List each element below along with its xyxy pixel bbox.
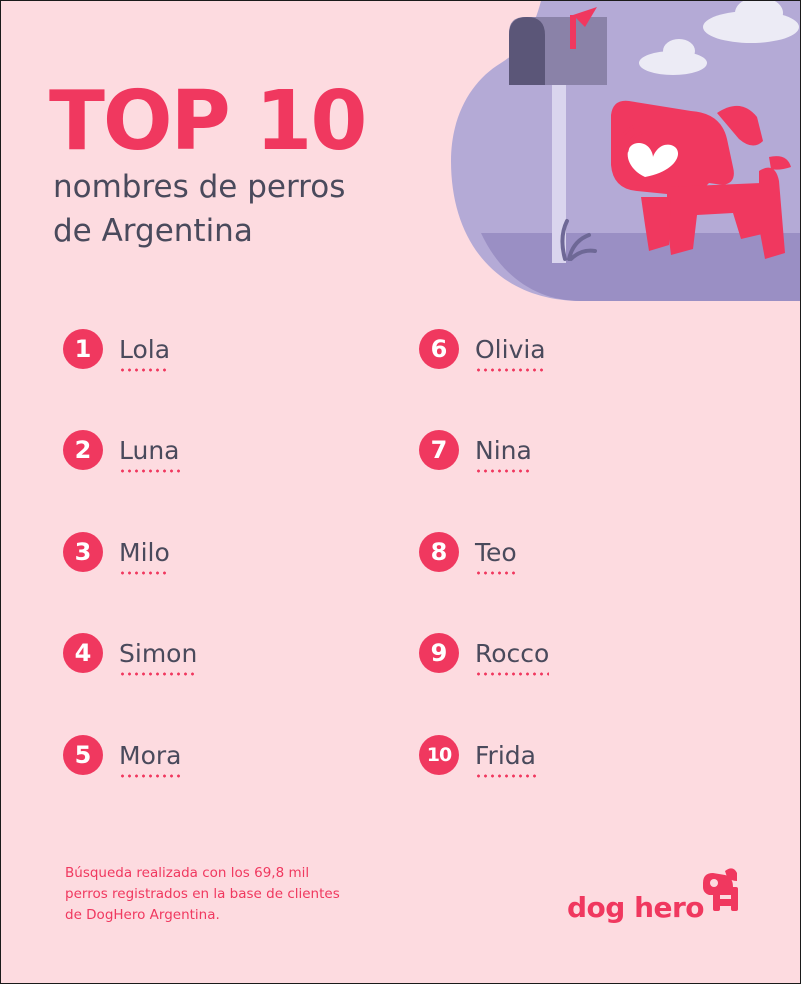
dog-name: Mora: [119, 740, 182, 778]
rank-badge: 5: [63, 735, 103, 775]
page-title: TOP 10: [49, 74, 367, 169]
list-item: 7 Nina: [419, 424, 532, 476]
dog-name: Milo: [119, 537, 170, 575]
cloud-icon: [639, 39, 707, 75]
heart-icon: [627, 143, 679, 177]
list-item: 2 Luna: [63, 424, 180, 476]
rank-badge: 4: [63, 633, 103, 673]
rank-badge: 8: [419, 532, 459, 572]
list-item: 4 Simon: [63, 627, 198, 679]
list-item: 8 Teo: [419, 526, 517, 578]
mailbox-dog-illustration: [451, 1, 800, 301]
list-item: 1 Lola: [63, 323, 171, 375]
mailbox-icon: [509, 7, 607, 263]
rank-badge: 10: [419, 735, 459, 775]
sound-waves-icon: [615, 123, 643, 153]
subtitle-line-2: de Argentina: [53, 213, 253, 249]
dog-name: Frida: [475, 740, 536, 778]
rank-badge: 3: [63, 532, 103, 572]
source-footnote: Búsqueda realizada con los 69,8 mil perr…: [65, 863, 405, 926]
rank-badge: 6: [419, 329, 459, 369]
dog-name: Olivia: [475, 334, 546, 372]
dog-name: Teo: [475, 537, 517, 575]
rank-badge: 7: [419, 430, 459, 470]
logo-text: dog hero: [567, 891, 705, 924]
rank-badge: 2: [63, 430, 103, 470]
dog-name: Luna: [119, 435, 180, 473]
names-ranking-list: 1 Lola 2 Luna 3 Milo 4 Simon 5 Mora 6 Ol…: [63, 323, 763, 793]
dog-name: Rocco: [475, 638, 550, 676]
list-item: 5 Mora: [63, 729, 182, 781]
list-item: 10 Frida: [419, 729, 536, 781]
subtitle-line-1: nombres de perros: [53, 169, 346, 205]
doghero-logo: dog hero: [567, 865, 757, 935]
list-item: 3 Milo: [63, 526, 170, 578]
rank-badge: 9: [419, 633, 459, 673]
cloud-icon: [703, 1, 799, 43]
footnote-line-3: de DogHero Argentina.: [65, 907, 220, 923]
rank-badge: 1: [63, 329, 103, 369]
list-item: 9 Rocco: [419, 627, 550, 679]
footnote-line-2: perros registrados en la base de cliente…: [65, 886, 340, 902]
doghero-dog-icon: [703, 868, 738, 911]
plant-icon: [560, 219, 597, 261]
list-item: 6 Olivia: [419, 323, 546, 375]
page-subtitle: nombres de perros de Argentina: [53, 165, 453, 253]
footnote-line-1: Búsqueda realizada con los 69,8 mil: [65, 865, 310, 881]
dog-name: Simon: [119, 638, 198, 676]
dog-name: Lola: [119, 334, 171, 372]
dog-name: Nina: [475, 435, 532, 473]
